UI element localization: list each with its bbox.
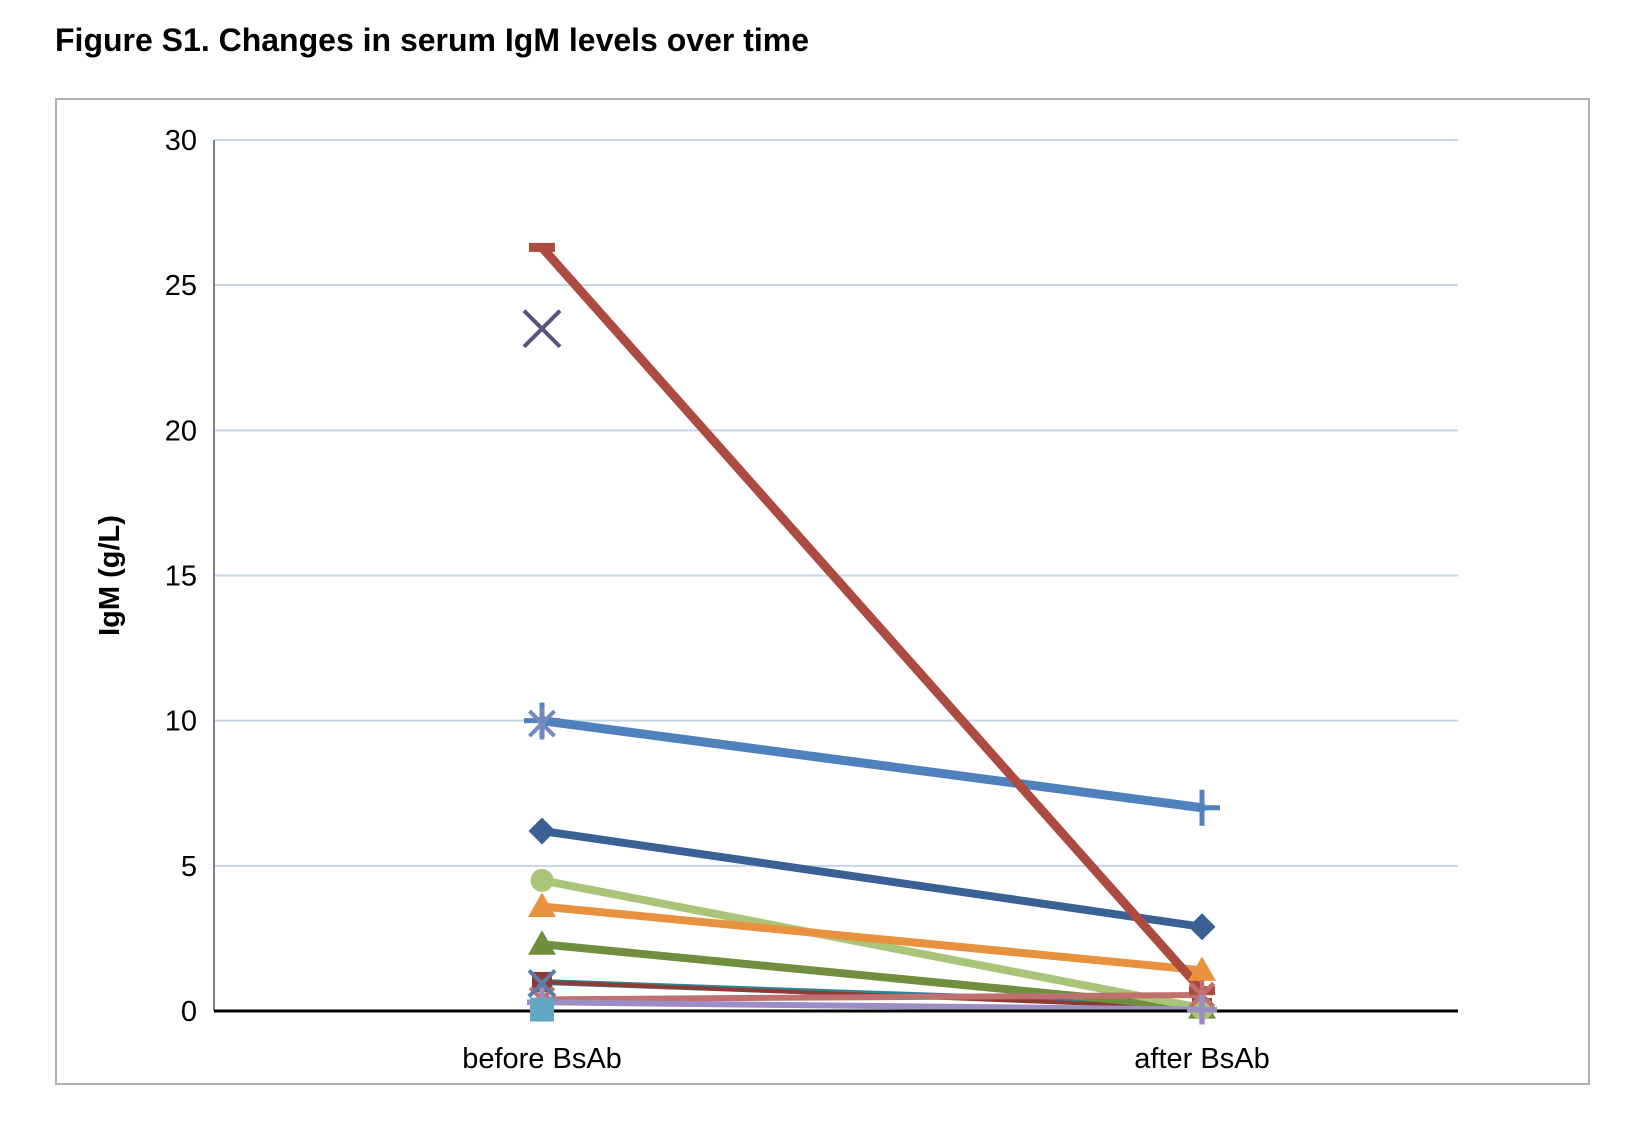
marker-diamond <box>528 817 556 845</box>
x-category-label: after BsAb <box>1134 1043 1269 1075</box>
y-tick-label: 30 <box>165 125 197 157</box>
x-category-label: before BsAb <box>462 1043 622 1075</box>
chart-frame: 0 5 10 15 20 25 30 before BsAb after BsAb IgM (g/… <box>55 98 1590 1085</box>
marker-x <box>522 309 562 349</box>
marker-circle <box>530 868 554 892</box>
series-line <box>538 902 1206 975</box>
y-axis-title: IgM (g/L) <box>94 515 126 636</box>
series-line <box>537 716 1207 813</box>
igm-chart-svg: 0 5 10 15 20 25 30 before BsAb after BsAb IgM (g/… <box>94 125 1458 1075</box>
series-line <box>539 992 1205 1003</box>
y-tick-label: 5 <box>181 851 197 883</box>
series-line <box>537 242 1207 996</box>
marker-triangle <box>528 930 556 955</box>
series-line <box>539 999 1205 1013</box>
marker-square <box>530 997 554 1022</box>
series-line <box>538 876 1206 1013</box>
y-tick-label: 25 <box>165 270 197 302</box>
y-tick-label: 0 <box>181 996 197 1028</box>
marker-triangle <box>1188 956 1216 981</box>
y-tick-label: 15 <box>165 561 197 593</box>
marker-triangle <box>528 892 556 917</box>
marker-diamond <box>1188 913 1216 941</box>
series-line <box>538 826 1206 931</box>
figure-title: Figure S1. Changes in serum IgM levels o… <box>55 22 810 58</box>
y-tick-label: 20 <box>165 415 197 447</box>
marker-dash <box>529 242 555 252</box>
marker-x <box>527 969 557 998</box>
y-tick-label: 10 <box>165 706 197 738</box>
